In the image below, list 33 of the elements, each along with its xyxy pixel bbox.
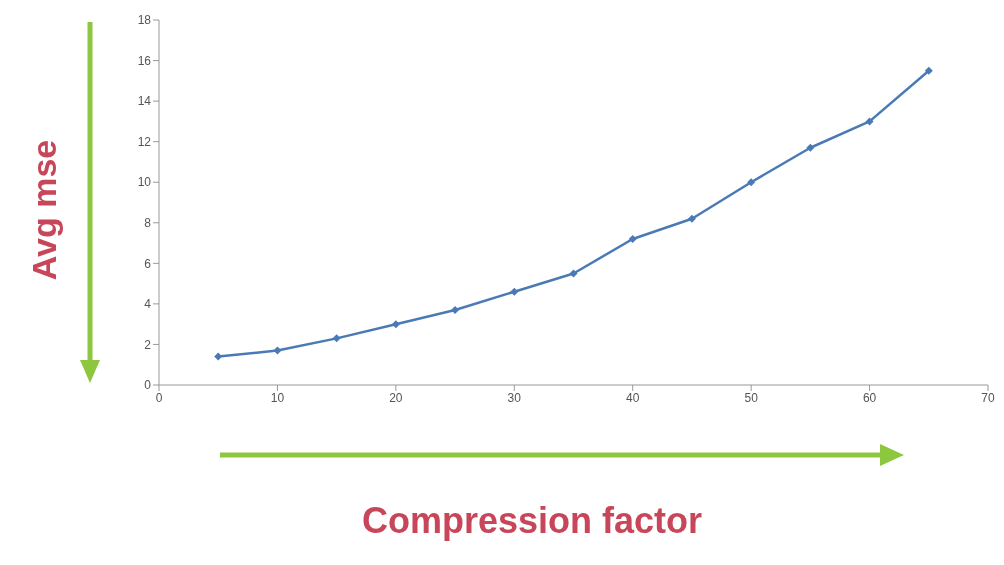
y-tick-label: 8: [144, 216, 152, 231]
y-axis-title: Avg mse: [24, 139, 64, 281]
point: [865, 117, 874, 126]
x-tick-label: 70: [981, 390, 995, 405]
point: [451, 305, 460, 314]
y-tick-label: 2: [144, 337, 152, 352]
y-tick-label: 12: [137, 134, 152, 149]
point: [747, 178, 756, 187]
point: [687, 214, 696, 223]
y-tick-label: 6: [144, 256, 152, 271]
point: [273, 346, 282, 355]
x-tick-label: 60: [862, 390, 877, 405]
x-axis-title: Compression factor: [360, 500, 704, 542]
point: [332, 334, 341, 343]
y-tick-label: 0: [144, 378, 152, 393]
point: [924, 66, 933, 75]
point: [214, 352, 223, 361]
x-tick-label: 10: [270, 390, 285, 405]
y-tick-label: 18: [137, 13, 152, 28]
y-tick-label: 10: [137, 175, 152, 190]
x-tick-label: 40: [626, 390, 640, 405]
x-tick-label: 20: [389, 390, 403, 405]
point: [510, 287, 519, 296]
point: [628, 235, 637, 243]
point: [391, 320, 400, 329]
point: [806, 143, 815, 152]
y-tick-label: 4: [144, 297, 152, 312]
x-tick-label: 0: [155, 390, 163, 405]
x-tick-label: 50: [744, 390, 759, 405]
y-tick-label: 14: [137, 94, 152, 109]
y-tick-label: 16: [137, 53, 152, 68]
x-tick-label: 30: [507, 390, 522, 405]
point: [569, 269, 578, 278]
